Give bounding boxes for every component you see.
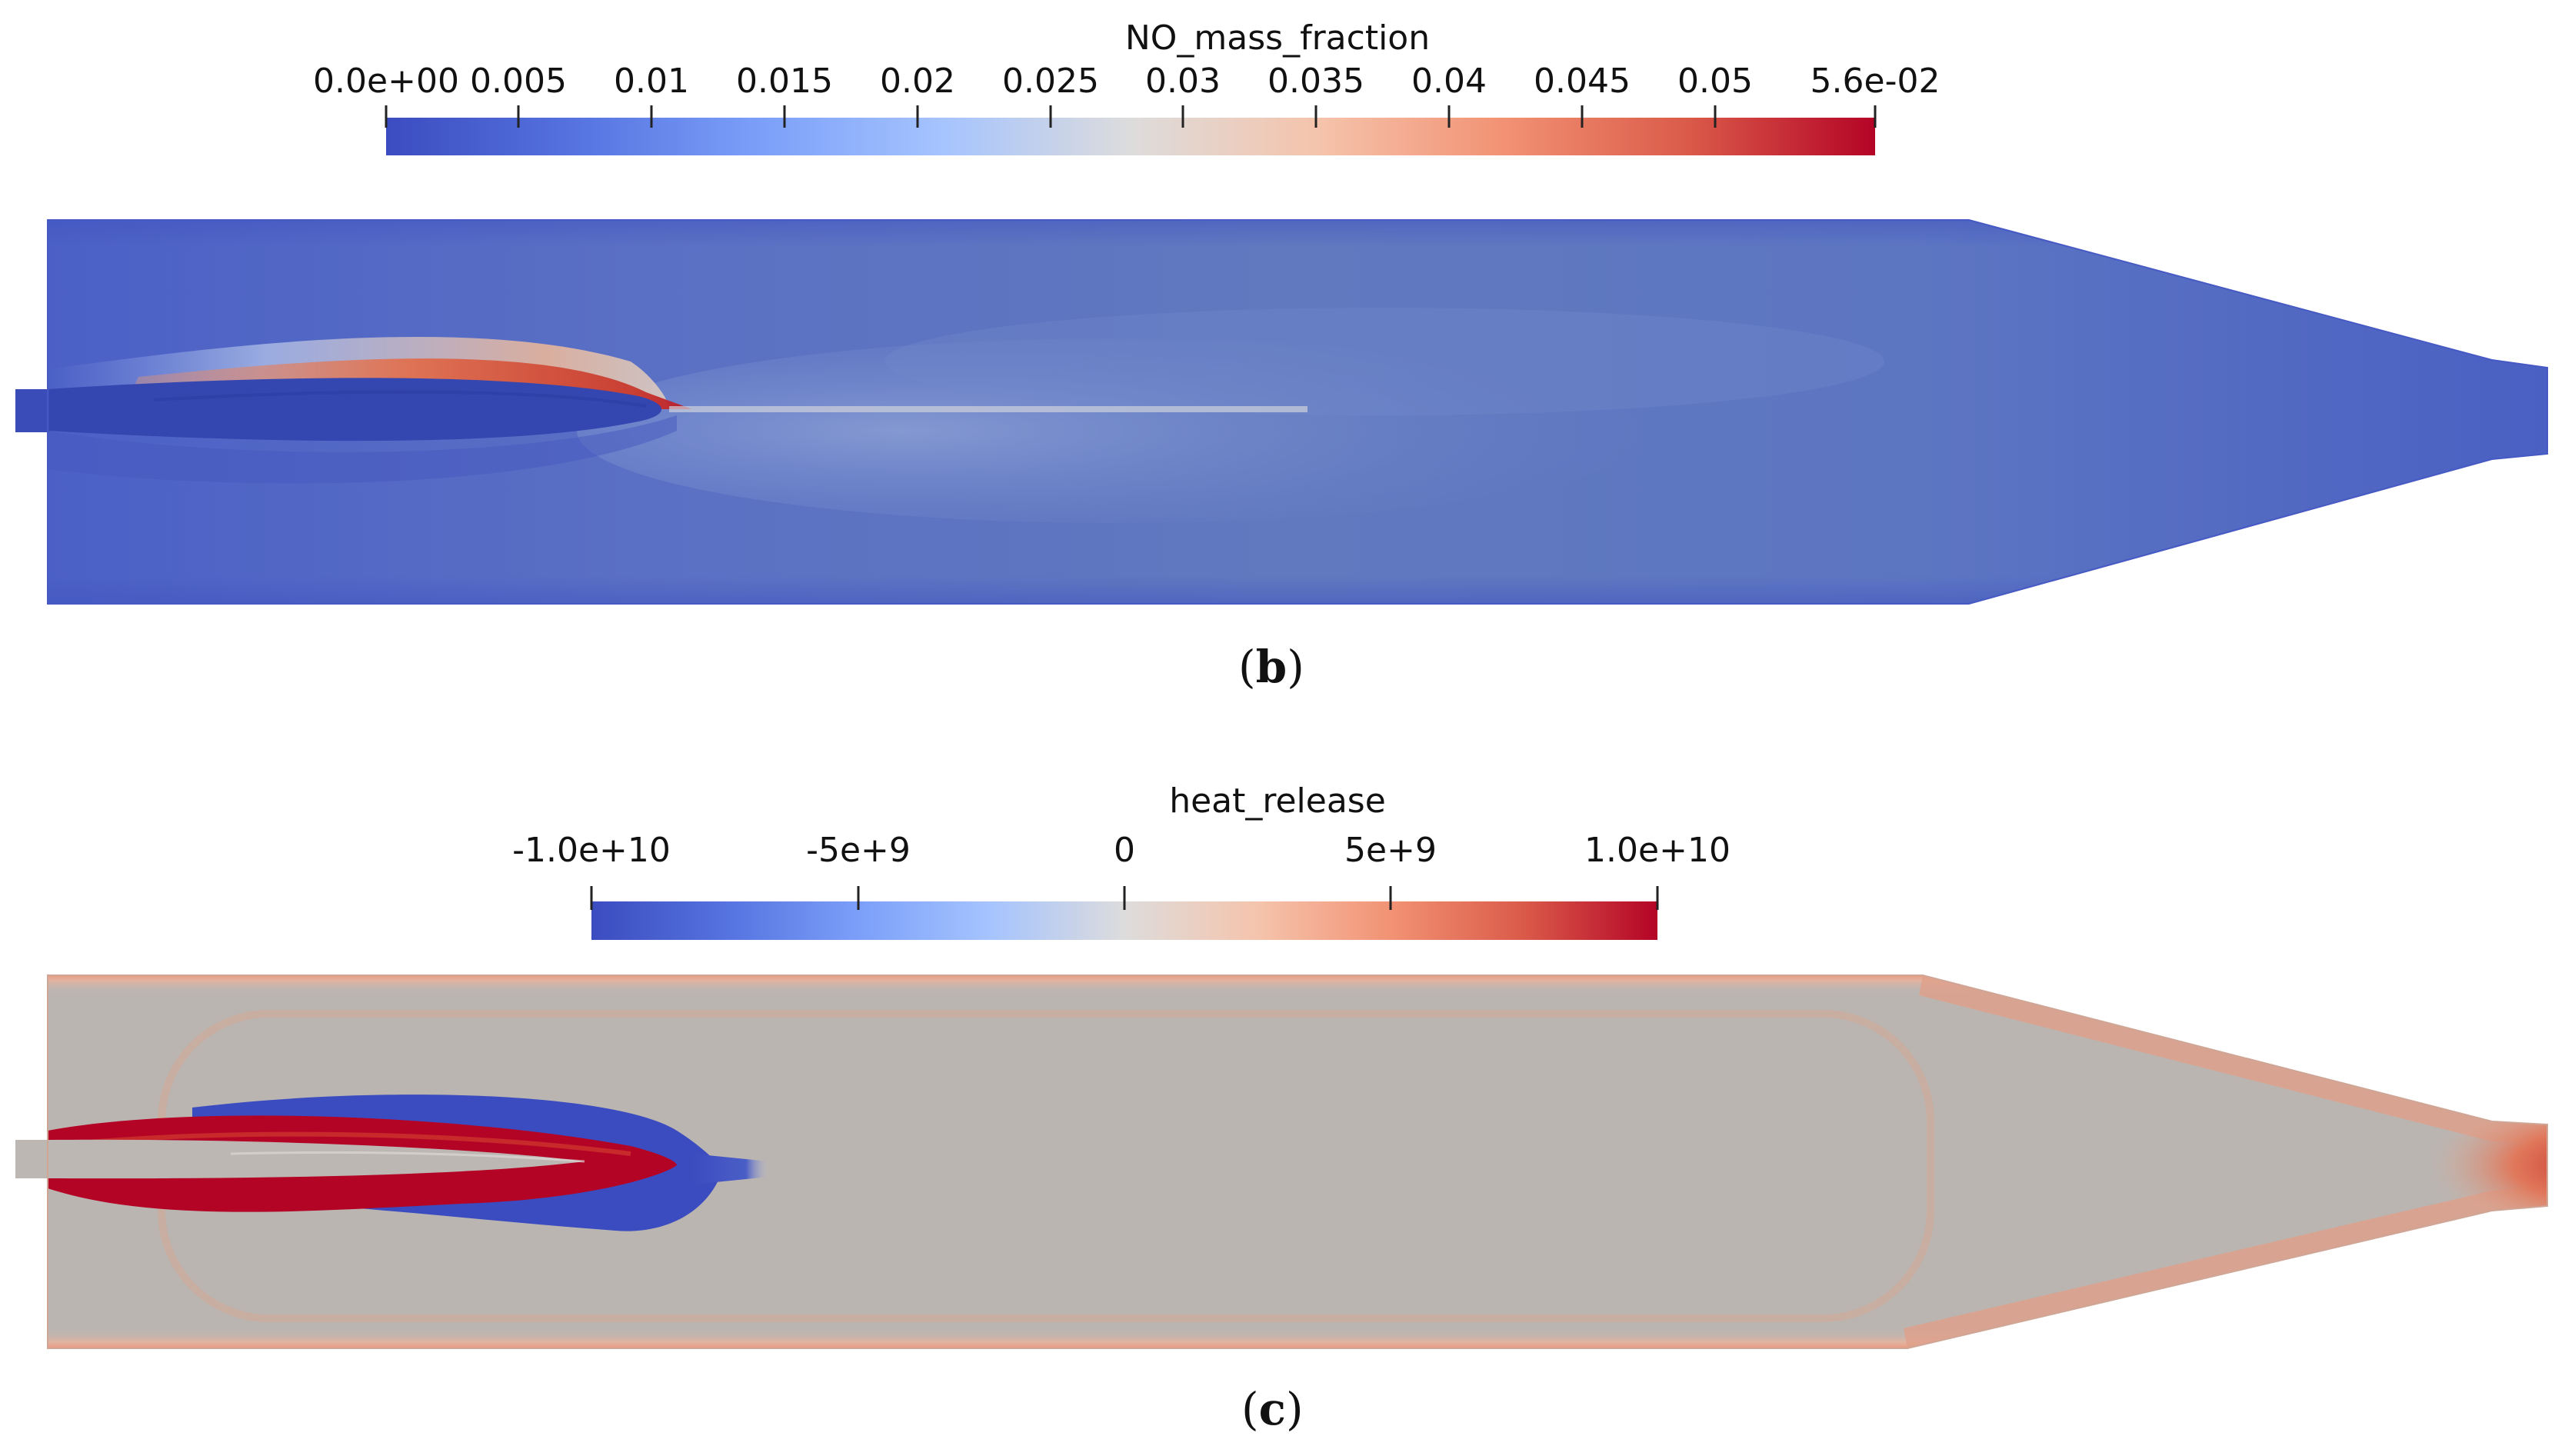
colorbar-b-tick-label: 0.02	[880, 62, 955, 101]
colorbar-b-title: NO_mass_fraction	[1124, 18, 1431, 58]
colorbar-b-tick-label: 5.6e-02	[1810, 62, 1940, 101]
inlet-b	[15, 389, 49, 432]
panel-label-letter: b	[1255, 641, 1287, 693]
colorbar-c-title: heat_release	[1169, 781, 1386, 821]
domain-c	[48, 975, 2547, 1348]
panel-label-letter: c	[1258, 1383, 1286, 1435]
panel-label-c: (c)	[1241, 1387, 1304, 1431]
domain-b	[48, 220, 2547, 604]
colorbar-c-tick-label: -5e+9	[806, 831, 911, 870]
colorbar-b-ticks	[385, 105, 1877, 128]
colorbar-c-ticks	[590, 886, 1659, 910]
colorbar-b-tick-label: 0.005	[470, 62, 567, 101]
colorbar-b-tick-label: 0.015	[736, 62, 833, 101]
colorbar-b-tick-label: 0.045	[1534, 62, 1631, 101]
panel-label-b: (b)	[1238, 645, 1304, 689]
panel-label-open-paren: (	[1241, 1383, 1259, 1435]
panel-c	[15, 886, 2548, 1349]
colorbar-b	[386, 118, 1875, 155]
colorbar-c-tick-label: -1.0e+10	[512, 831, 671, 870]
inlet-c	[15, 1140, 49, 1178]
colorbar-c-tick-label: 5e+9	[1344, 831, 1437, 870]
colorbar-b-tick-label: 0.025	[1002, 62, 1099, 101]
colorbar-b-tick-label: 0.01	[614, 62, 689, 101]
panel-b	[15, 105, 2548, 605]
colorbar-b-tick-label: 0.035	[1268, 62, 1364, 101]
panel-label-close-paren: )	[1287, 641, 1304, 693]
colorbar-b-tick-label: 0.03	[1145, 62, 1221, 101]
colorbar-c-tick-label: 0	[1114, 831, 1135, 870]
colorbar-b-tick-label: 0.05	[1677, 62, 1753, 101]
colorbar-b-tick-label: 0.04	[1411, 62, 1487, 101]
panel-label-open-paren: (	[1238, 641, 1256, 693]
panel-label-close-paren: )	[1285, 1383, 1304, 1435]
colorbar-b-tick-label: 0.0e+00	[313, 62, 459, 101]
colorbar-c-tick-label: 1.0e+10	[1584, 831, 1731, 870]
